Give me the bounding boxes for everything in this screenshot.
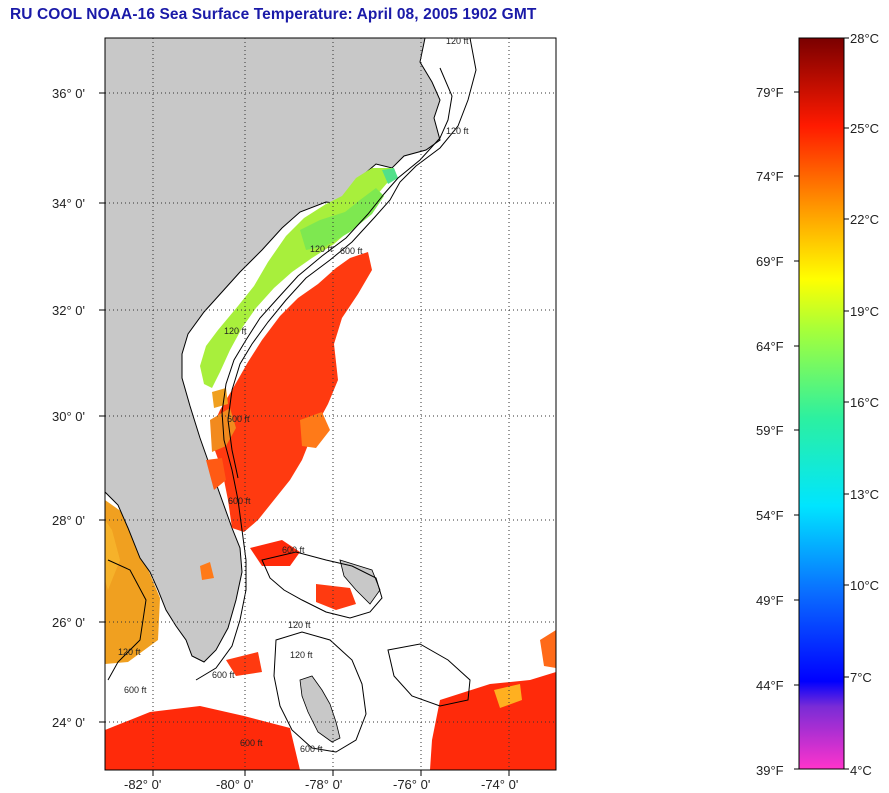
- colorbar-fahrenheit-label: 64°F: [756, 339, 784, 354]
- colorbar-celsius-label: 19°C: [850, 304, 880, 319]
- lat-label: 36° 0': [52, 86, 85, 101]
- depth-label: 600 ft: [240, 738, 263, 748]
- contour-bahamas-south: [273, 631, 367, 753]
- colorbar: [798, 37, 845, 770]
- lat-label: 26° 0': [52, 615, 85, 630]
- depth-label: 120 ft: [224, 326, 247, 336]
- lat-label: 32° 0': [52, 303, 85, 318]
- colorbar-celsius-label: 28°C: [850, 31, 880, 46]
- lon-label: -82° 0': [124, 777, 162, 792]
- shelf-sst-teal: [382, 168, 398, 184]
- depth-label: 120 ft: [288, 620, 311, 630]
- contour-120ft: [227, 38, 477, 479]
- colorbar-fahrenheit-label: 69°F: [756, 254, 784, 269]
- depth-label: 600 ft: [227, 414, 250, 424]
- lon-label: -80° 0': [216, 777, 254, 792]
- contour-600ft: [195, 67, 453, 681]
- depth-label: 600 ft: [212, 670, 235, 680]
- colorbar-celsius-label: 13°C: [850, 487, 880, 502]
- colorbar-celsius-label: 7°C: [850, 670, 872, 685]
- depth-label: 600 ft: [228, 496, 251, 506]
- land-mass: [105, 38, 441, 663]
- colorbar-ticks: [794, 37, 849, 770]
- depth-label: 120 ft: [310, 244, 333, 254]
- depth-label: 600 ft: [282, 545, 305, 555]
- sst-east-patch: [540, 630, 556, 668]
- sst-patch-red-3: [226, 652, 262, 676]
- colorbar-celsius-label: 25°C: [850, 121, 880, 136]
- contour-gulf: [107, 559, 147, 681]
- depth-label: 120 ft: [290, 650, 313, 660]
- sst-patch-orange-2: [206, 458, 226, 490]
- lon-label: -78° 0': [305, 777, 343, 792]
- depth-label: 120 ft: [446, 126, 469, 136]
- gulf-stream-sst: [212, 252, 372, 532]
- island-abaco: [339, 559, 381, 605]
- sst-south-east-amber: [494, 684, 522, 708]
- colorbar-fahrenheit-label: 44°F: [756, 678, 784, 693]
- lon-label: -76° 0': [393, 777, 431, 792]
- colorbar-fahrenheit-label: 74°F: [756, 169, 784, 184]
- gulf-sst-patch-light: [105, 520, 120, 590]
- contour-bahamas-east: [387, 643, 471, 707]
- colorbar-celsius-label: 16°C: [850, 395, 880, 410]
- shelf-sst-green-dark: [300, 188, 384, 250]
- depth-label: 120 ft: [446, 36, 469, 46]
- depth-label: 600 ft: [124, 685, 147, 695]
- gulf-stream-edge-amber: [212, 388, 228, 408]
- map-frame: [104, 37, 557, 771]
- sst-patch-orange-3: [200, 562, 214, 580]
- lat-label: 34° 0': [52, 196, 85, 211]
- colorbar-celsius-label: 4°C: [850, 763, 872, 778]
- map-title: RU COOL NOAA-16 Sea Surface Temperature:…: [10, 6, 537, 23]
- sst-patch-red-2: [316, 584, 356, 610]
- sst-south-east: [430, 672, 556, 770]
- island-andros: [299, 675, 341, 743]
- map-ticks: [99, 92, 510, 776]
- gulf-sst-patch: [105, 500, 160, 664]
- sst-patch-orange-1: [300, 412, 330, 448]
- colorbar-fahrenheit-label: 39°F: [756, 763, 784, 778]
- depth-label: 600 ft: [300, 744, 323, 754]
- colorbar-fahrenheit-label: 54°F: [756, 508, 784, 523]
- colorbar-fahrenheit-label: 79°F: [756, 85, 784, 100]
- colorbar-celsius-label: 10°C: [850, 578, 880, 593]
- contour-bahamas-north: [261, 551, 383, 619]
- lat-label: 24° 0': [52, 715, 85, 730]
- colorbar-fahrenheit-label: 59°F: [756, 423, 784, 438]
- colorbar-fahrenheit-label: 49°F: [756, 593, 784, 608]
- lat-label: 28° 0': [52, 513, 85, 528]
- depth-label: 600 ft: [340, 246, 363, 256]
- colorbar-celsius-label: 22°C: [850, 212, 880, 227]
- depth-label: 120 ft: [118, 647, 141, 657]
- lon-label: -74° 0': [481, 777, 519, 792]
- lat-label: 30° 0': [52, 409, 85, 424]
